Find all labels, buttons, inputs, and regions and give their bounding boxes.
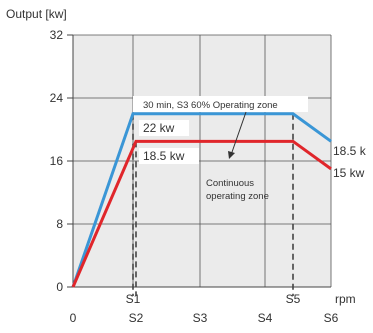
continuous-label-1: Continuous (206, 178, 254, 189)
y-axis-label: Output [kw] (6, 7, 67, 21)
blue-end-label: 18.5 k (333, 144, 367, 158)
continuous-label-2: operating zone (206, 191, 269, 202)
x-tick-label: S2 (129, 311, 144, 325)
y-tick-label: 16 (50, 154, 64, 168)
x-axis-label: rpm (335, 292, 356, 306)
series-line-continuous (71, 139, 332, 288)
x-tick-label: S4 (258, 311, 273, 325)
y-tick-label: 24 (50, 91, 64, 105)
annotation-zone-s3: 30 min, S3 60% Operating zone (133, 96, 308, 112)
zone-s3-label: 30 min, S3 60% Operating zone (143, 100, 278, 111)
arrow-head-icon (228, 151, 235, 159)
y-tick-label: 8 (56, 217, 63, 231)
x-tick-label-top: S5 (286, 292, 301, 306)
ticks: 0 8 16 24 32 0 S2 S3 S4 S6 S1 S5 (50, 28, 339, 325)
x-tick-label: S3 (193, 311, 208, 325)
y-tick-label: 0 (56, 280, 63, 294)
x-tick-label-top: S1 (126, 292, 141, 306)
red-end-label: 15 kw (333, 166, 365, 180)
zone-pointer-arrow (230, 111, 247, 156)
series (71, 112, 332, 296)
series-line-s3-zone (71, 112, 332, 288)
red-level-label: 18.5 kw (143, 149, 185, 163)
red-level-bg (139, 148, 199, 164)
blue-level-label: 22 kw (143, 121, 175, 135)
x-tick-label: S6 (324, 311, 339, 325)
x-tick-label: 0 (70, 311, 77, 325)
y-tick-label: 32 (50, 28, 64, 42)
blue-level-bg (139, 120, 189, 136)
